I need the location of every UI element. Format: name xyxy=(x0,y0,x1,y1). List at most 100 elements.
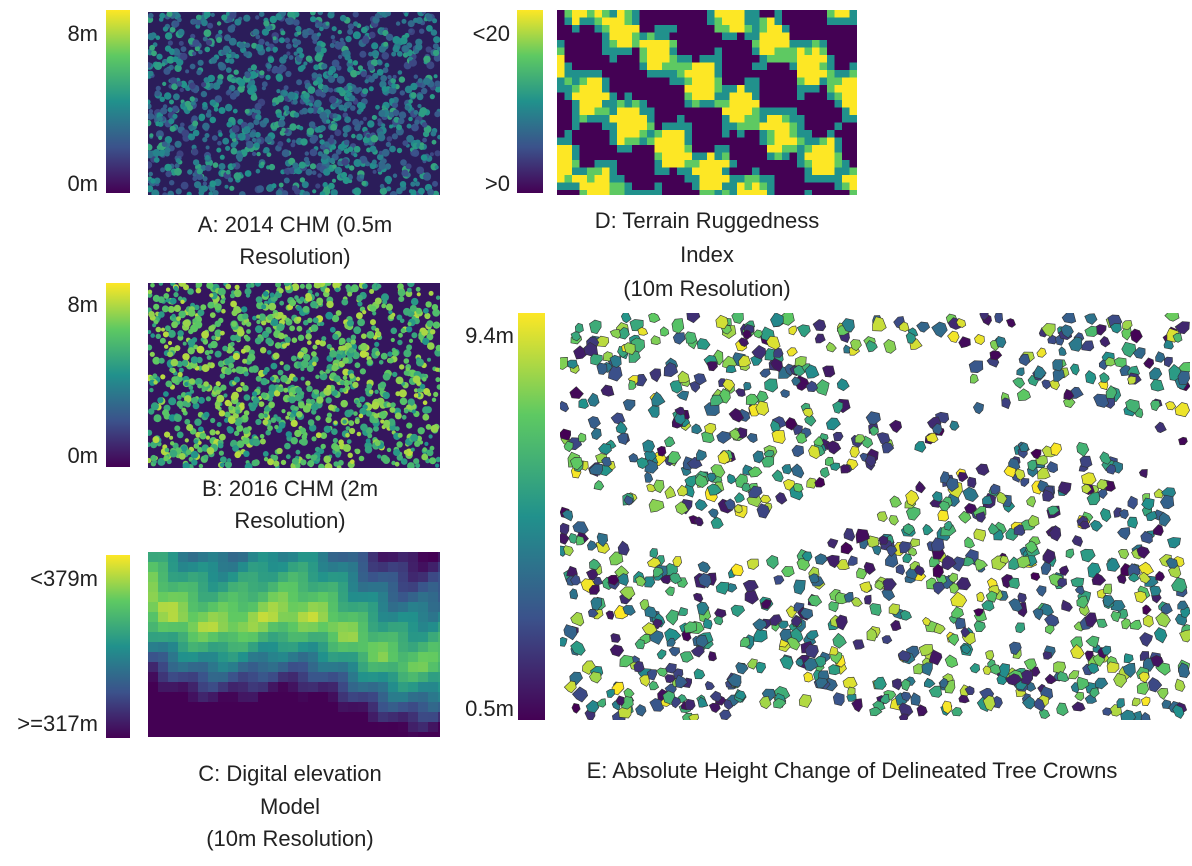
elevation-cell xyxy=(348,732,359,743)
ruggedness-cell xyxy=(587,25,595,33)
tree-crown xyxy=(319,139,324,144)
tree-crown xyxy=(281,128,285,132)
tree-crown xyxy=(331,365,338,372)
tree-crown xyxy=(782,566,795,576)
elevation-cell xyxy=(348,572,359,583)
tree-crown xyxy=(146,62,152,68)
elevation-cell xyxy=(188,732,199,743)
tree-crown xyxy=(389,146,396,153)
elevation-cell xyxy=(288,722,299,733)
tree-crown xyxy=(307,340,312,345)
ruggedness-cell xyxy=(752,33,760,41)
elevation-cell xyxy=(178,642,189,653)
ruggedness-cell xyxy=(850,33,858,41)
tree-crown xyxy=(286,431,292,437)
tree-crown xyxy=(348,453,353,458)
ruggedness-cell xyxy=(730,78,738,86)
tree-crown xyxy=(430,152,434,156)
ruggedness-cell xyxy=(662,168,670,176)
elevation-cell xyxy=(208,652,219,663)
ruggedness-cell xyxy=(557,108,565,116)
elevation-cell xyxy=(318,582,329,593)
elevation-cell xyxy=(438,582,449,593)
elevation-cell xyxy=(248,712,259,723)
ruggedness-cell xyxy=(625,160,633,168)
elevation-cell xyxy=(378,582,389,593)
tree-crown xyxy=(315,292,319,296)
ruggedness-cell xyxy=(797,190,805,198)
tree-crown xyxy=(294,41,298,45)
elevation-cell xyxy=(218,612,229,623)
tree-crown xyxy=(176,188,182,194)
tree-crown xyxy=(243,126,251,134)
tree-crown xyxy=(368,76,375,83)
ruggedness-cell xyxy=(640,70,648,78)
elevation-cell xyxy=(168,652,179,663)
tree-crown xyxy=(1019,354,1030,366)
tree-crown xyxy=(249,131,255,137)
tree-crown xyxy=(405,105,410,110)
tree-crown xyxy=(205,350,210,355)
tree-crown xyxy=(401,170,408,177)
ruggedness-cell xyxy=(572,123,580,131)
elevation-cell xyxy=(308,552,319,563)
elevation-cell xyxy=(148,612,159,623)
tree-crown xyxy=(218,62,224,68)
tree-crown xyxy=(959,695,970,703)
ruggedness-cell xyxy=(805,63,813,71)
ruggedness-cell xyxy=(647,145,655,153)
tree-crown xyxy=(180,53,188,61)
tree-crown xyxy=(285,337,291,343)
ruggedness-cell xyxy=(692,130,700,138)
tree-crown xyxy=(342,357,349,364)
elevation-cell xyxy=(148,732,159,743)
ruggedness-cell xyxy=(745,70,753,78)
tree-crown xyxy=(815,554,828,565)
elevation-cell xyxy=(318,702,329,713)
elevation-cell xyxy=(428,612,439,623)
elevation-cell xyxy=(258,572,269,583)
ruggedness-cell xyxy=(812,168,820,176)
tree-crown xyxy=(666,610,678,625)
ruggedness-cell xyxy=(610,123,618,131)
tree-crown xyxy=(156,334,161,339)
elevation-cell xyxy=(408,562,419,573)
tree-crown xyxy=(196,70,202,76)
ruggedness-cell xyxy=(655,10,663,18)
ruggedness-cell xyxy=(610,25,618,33)
ruggedness-cell xyxy=(835,25,843,33)
tree-crown xyxy=(332,334,338,340)
elevation-cell xyxy=(438,692,449,703)
elevation-cell xyxy=(388,662,399,673)
elevation-cell xyxy=(308,592,319,603)
tree-crown xyxy=(404,450,409,455)
elevation-cell xyxy=(288,672,299,683)
tree-crown xyxy=(362,283,368,289)
tree-crown xyxy=(1132,698,1140,706)
elevation-cell xyxy=(348,592,359,603)
elevation-cell xyxy=(248,672,259,683)
elevation-cell xyxy=(248,592,259,603)
tree-crown xyxy=(382,52,390,60)
ruggedness-cell xyxy=(775,55,783,63)
tree-crown xyxy=(164,92,171,99)
ruggedness-cell xyxy=(790,78,798,86)
ruggedness-cell xyxy=(745,100,753,108)
tree-crown xyxy=(258,39,264,45)
ruggedness-cell xyxy=(595,78,603,86)
tree-crown xyxy=(325,288,330,293)
tree-crown xyxy=(1043,651,1052,659)
ruggedness-cell xyxy=(647,100,655,108)
elevation-cell xyxy=(378,672,389,683)
tree-crown xyxy=(198,60,204,66)
tree-crown xyxy=(1034,366,1046,379)
ruggedness-cell xyxy=(662,33,670,41)
ruggedness-cell xyxy=(715,138,723,146)
tree-crown xyxy=(160,374,165,379)
tree-crown xyxy=(291,143,296,148)
ruggedness-cell xyxy=(782,190,790,198)
elevation-cell xyxy=(378,702,389,713)
tree-crown xyxy=(436,345,442,351)
ruggedness-cell xyxy=(767,48,775,56)
elevation-cell xyxy=(168,612,179,623)
